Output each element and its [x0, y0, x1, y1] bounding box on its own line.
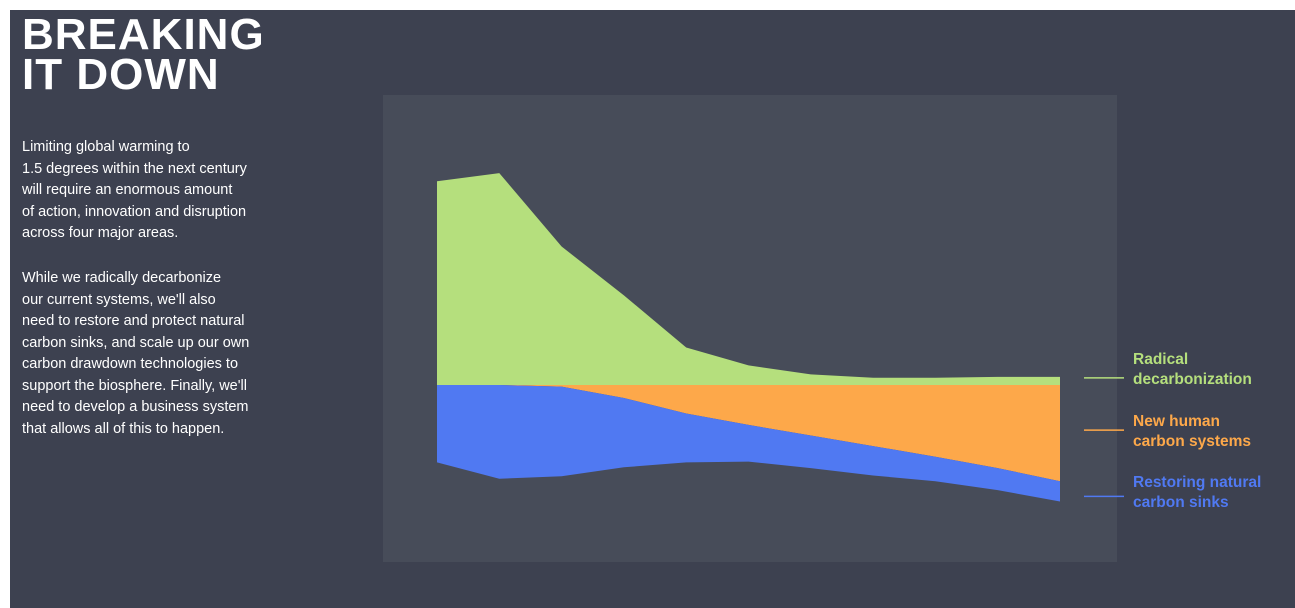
area-radical-decarbonization	[437, 173, 1060, 385]
page-title: BREAKING IT DOWN	[22, 10, 265, 99]
paragraph-line: Limiting global warming to	[22, 139, 190, 155]
paragraph-line: support the biosphere. Finally, we'll	[22, 377, 247, 394]
paragraph-line: need to develop a business system	[22, 399, 249, 415]
paragraph-line: of action, innovation and disruption	[22, 203, 247, 220]
paragraph-line: our current systems, we'll also	[22, 291, 216, 308]
legend-line: carbon sinks	[1133, 493, 1229, 511]
intro-paragraph-1: Limiting global warming to 1.5 degrees w…	[22, 137, 312, 245]
legend-line: New human	[1133, 413, 1220, 430]
title-line: IT DOWN	[22, 50, 220, 99]
legend-label-radical: Radical decarbonization	[1133, 350, 1252, 389]
paragraph-line: 1.5 degrees within the next century	[22, 160, 247, 177]
legend-line: Restoring natural	[1133, 474, 1262, 491]
paragraph-line: need to restore and protect natural	[22, 313, 245, 329]
legend-label-restoring: Restoring natural carbon sinks	[1133, 473, 1261, 512]
intro-paragraph-2: While we radically decarbonize our curre…	[22, 268, 312, 440]
paragraph-line: that allows all of this to happen.	[22, 420, 225, 437]
paragraph-line: carbon sinks, and scale up our own	[22, 334, 250, 351]
paragraph-line: across four major areas.	[22, 225, 179, 241]
title-line: BREAKING	[22, 10, 265, 59]
area-new-human-carbon-systems	[437, 385, 1060, 482]
legend-line: Radical	[1133, 351, 1189, 368]
legend-line: decarbonization	[1133, 370, 1252, 388]
paragraph-line: carbon drawdown technologies to	[22, 356, 239, 372]
paragraph-line: While we radically decarbonize	[22, 270, 222, 286]
paragraph-line: will require an enormous amount	[22, 182, 233, 198]
legend-line: carbon systems	[1133, 432, 1252, 450]
area-restoring-natural-carbon-sinks	[437, 385, 1060, 502]
legend-label-new-human: New human carbon systems	[1133, 412, 1251, 451]
